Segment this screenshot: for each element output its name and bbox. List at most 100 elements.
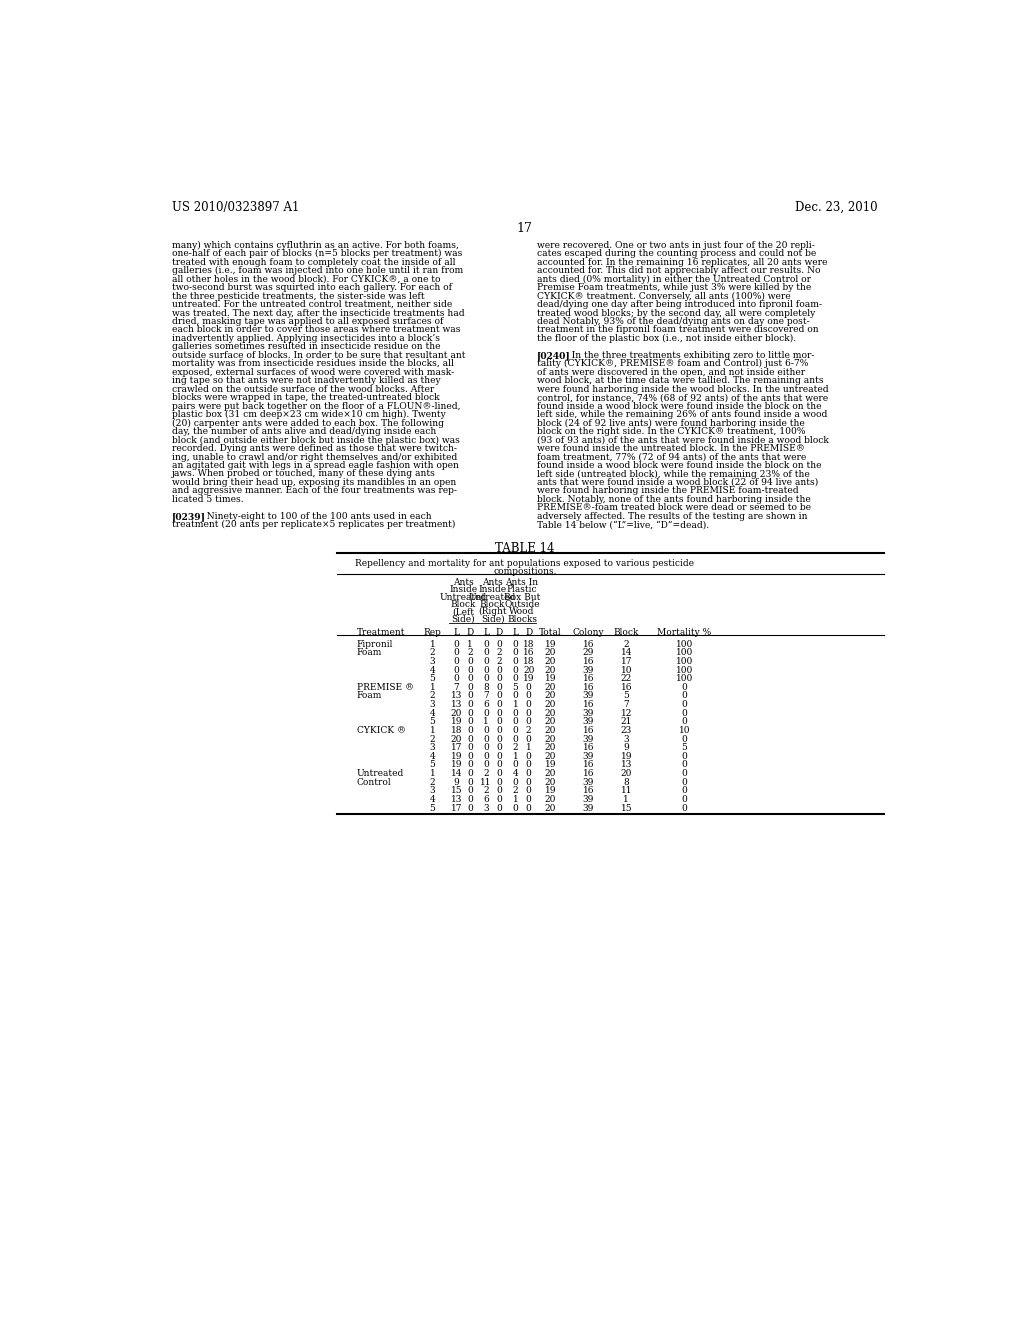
Text: 0: 0 (467, 692, 473, 701)
Text: Mortality %: Mortality % (657, 628, 712, 638)
Text: two-second burst was squirted into each gallery. For each of: two-second burst was squirted into each … (172, 284, 453, 292)
Text: outside surface of blocks. In order to be sure that resultant ant: outside surface of blocks. In order to b… (172, 351, 466, 360)
Text: 16: 16 (583, 770, 594, 777)
Text: TABLE 14: TABLE 14 (495, 543, 555, 554)
Text: 20: 20 (545, 795, 556, 804)
Text: 0: 0 (483, 743, 488, 752)
Text: block on the right side. In the CYKICK® treatment, 100%: block on the right side. In the CYKICK® … (538, 428, 806, 436)
Text: Colony: Colony (572, 628, 604, 638)
Text: 0: 0 (497, 752, 502, 760)
Text: 0: 0 (483, 657, 488, 665)
Text: 0: 0 (497, 640, 502, 648)
Text: 23: 23 (621, 726, 632, 735)
Text: 0: 0 (467, 665, 473, 675)
Text: 1: 1 (430, 640, 435, 648)
Text: 4: 4 (513, 770, 518, 777)
Text: 0: 0 (467, 777, 473, 787)
Text: exposed, external surfaces of wood were covered with mask-: exposed, external surfaces of wood were … (172, 368, 455, 376)
Text: an agitated gait with legs in a spread eagle fashion with open: an agitated gait with legs in a spread e… (172, 461, 459, 470)
Text: 20: 20 (545, 682, 556, 692)
Text: 0: 0 (483, 665, 488, 675)
Text: 0: 0 (525, 787, 531, 795)
Text: 16: 16 (523, 648, 535, 657)
Text: 8: 8 (483, 682, 488, 692)
Text: 7: 7 (624, 700, 629, 709)
Text: 19: 19 (621, 752, 632, 760)
Text: 100: 100 (676, 675, 693, 684)
Text: found inside a wood block were found inside the block on the: found inside a wood block were found ins… (538, 461, 821, 470)
Text: 5: 5 (430, 675, 435, 684)
Text: Ants In: Ants In (506, 578, 539, 587)
Text: Blocks: Blocks (507, 615, 537, 623)
Text: 100: 100 (676, 657, 693, 665)
Text: 2: 2 (624, 640, 629, 648)
Text: 16: 16 (583, 657, 594, 665)
Text: 20: 20 (545, 717, 556, 726)
Text: 1: 1 (624, 795, 629, 804)
Text: 0: 0 (525, 795, 531, 804)
Text: 0: 0 (467, 675, 473, 684)
Text: 0: 0 (483, 640, 488, 648)
Text: 0: 0 (467, 726, 473, 735)
Text: block (24 of 92 live ants) were found harboring inside the: block (24 of 92 live ants) were found ha… (538, 418, 805, 428)
Text: 19: 19 (523, 675, 535, 684)
Text: one-half of each pair of blocks (n=5 blocks per treatment) was: one-half of each pair of blocks (n=5 blo… (172, 249, 463, 259)
Text: 1: 1 (513, 795, 518, 804)
Text: inadvertently applied. Applying insecticides into a block’s: inadvertently applied. Applying insectic… (172, 334, 440, 343)
Text: 100: 100 (676, 648, 693, 657)
Text: 0: 0 (483, 726, 488, 735)
Text: Block: Block (613, 628, 639, 638)
Text: 20: 20 (545, 770, 556, 777)
Text: 19: 19 (451, 752, 463, 760)
Text: were recovered. One or two ants in just four of the 20 repli-: were recovered. One or two ants in just … (538, 240, 815, 249)
Text: pairs were put back together on the floor of a FLOUN®-lined,: pairs were put back together on the floo… (172, 401, 461, 411)
Text: Fipronil: Fipronil (356, 640, 393, 648)
Text: 19: 19 (451, 717, 463, 726)
Text: 0: 0 (525, 804, 531, 813)
Text: 13: 13 (451, 700, 462, 709)
Text: 100: 100 (676, 640, 693, 648)
Text: 2: 2 (526, 726, 531, 735)
Text: Untreated: Untreated (439, 593, 486, 602)
Text: 5: 5 (430, 717, 435, 726)
Text: (93 of 93 ants) of the ants that were found inside a wood block: (93 of 93 ants) of the ants that were fo… (538, 436, 829, 445)
Text: Plastic: Plastic (507, 585, 538, 594)
Text: 0: 0 (454, 648, 460, 657)
Text: 20: 20 (545, 648, 556, 657)
Text: 0: 0 (497, 777, 502, 787)
Text: 18: 18 (451, 726, 463, 735)
Text: 0: 0 (682, 795, 687, 804)
Text: Dec. 23, 2010: Dec. 23, 2010 (795, 201, 878, 214)
Text: 0: 0 (497, 665, 502, 675)
Text: 39: 39 (583, 692, 594, 701)
Text: 0: 0 (682, 700, 687, 709)
Text: 1: 1 (430, 770, 435, 777)
Text: 17: 17 (621, 657, 632, 665)
Text: 19: 19 (545, 640, 556, 648)
Text: 39: 39 (583, 777, 594, 787)
Text: 0: 0 (682, 787, 687, 795)
Text: 0: 0 (682, 777, 687, 787)
Text: 0: 0 (525, 700, 531, 709)
Text: 2: 2 (513, 787, 518, 795)
Text: 0: 0 (525, 777, 531, 787)
Text: 0: 0 (454, 665, 460, 675)
Text: 16: 16 (583, 787, 594, 795)
Text: ing tape so that ants were not inadvertently killed as they: ing tape so that ants were not inadverte… (172, 376, 440, 385)
Text: PREMISE®-foam treated block were dead or seemed to be: PREMISE®-foam treated block were dead or… (538, 503, 811, 512)
Text: 4: 4 (430, 795, 435, 804)
Text: the three pesticide treatments, the sister-side was left: the three pesticide treatments, the sist… (172, 292, 425, 301)
Text: Ninety-eight to 100 of the 100 ants used in each: Ninety-eight to 100 of the 100 ants used… (198, 512, 431, 521)
Text: 9: 9 (624, 743, 629, 752)
Text: 20: 20 (545, 777, 556, 787)
Text: 0: 0 (513, 709, 518, 718)
Text: (Right: (Right (478, 607, 507, 616)
Text: 0: 0 (513, 726, 518, 735)
Text: 0: 0 (497, 760, 502, 770)
Text: 20: 20 (621, 770, 632, 777)
Text: 15: 15 (621, 804, 632, 813)
Text: dead Notably, 93% of the dead/dying ants on day one post-: dead Notably, 93% of the dead/dying ants… (538, 317, 810, 326)
Text: 0: 0 (682, 770, 687, 777)
Text: 0: 0 (467, 795, 473, 804)
Text: treatment (20 ants per replicate×5 replicates per treatment): treatment (20 ants per replicate×5 repli… (172, 520, 456, 529)
